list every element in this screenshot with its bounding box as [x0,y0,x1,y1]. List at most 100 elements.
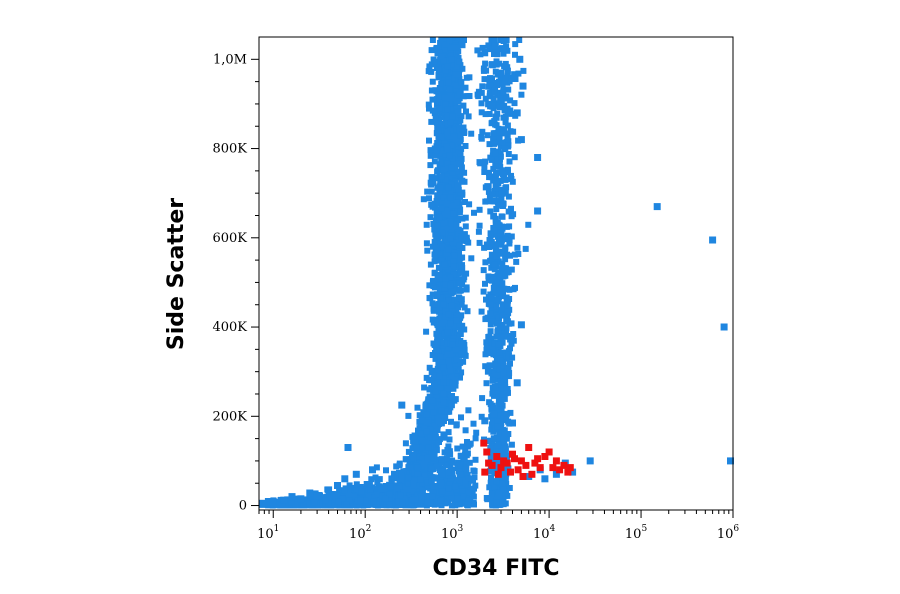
density-point [491,197,498,204]
density-point [512,41,519,48]
density-point [505,308,511,315]
density-point [428,478,435,485]
density-point [447,105,454,112]
density-point [456,155,463,162]
density-point [427,426,434,433]
scatter-point [513,109,521,117]
density-point [449,202,456,209]
scatter-point [497,399,505,407]
density-point [463,234,470,241]
density-point [450,194,457,201]
density-point [379,499,386,506]
density-point [393,463,400,470]
density-point [440,399,447,406]
density-point [427,214,434,221]
scatter-point [398,401,406,409]
density-point [427,152,434,159]
density-point [455,251,462,258]
density-point [510,337,517,344]
density-point [414,404,421,411]
density-point [494,423,501,430]
density-point [490,95,497,102]
density-point [414,492,421,499]
gated-point [511,455,518,463]
density-point [447,82,454,89]
density-point [483,339,490,346]
density-point [495,407,501,414]
density-point [469,489,476,496]
density-point [428,377,435,384]
density-point [492,215,499,222]
density-point [417,476,424,483]
density-point [481,244,488,251]
density-point [433,119,440,126]
density-point [456,280,463,287]
density-point [436,150,443,157]
density-point [501,126,507,133]
density-point [439,395,446,402]
density-point [504,122,511,129]
density-point [495,341,502,348]
density-point [435,195,442,202]
density-point [500,303,506,310]
density-point [400,468,407,475]
density-point [493,499,500,506]
density-point [489,345,496,351]
density-point [437,70,444,77]
density-point [460,493,467,500]
density-point [383,467,389,474]
density-point [444,130,451,137]
x-axis: 101 102 103 104 105 106 [257,510,739,542]
density-point [446,362,453,368]
density-point [497,237,504,244]
density-point [424,455,431,461]
density-point [453,215,460,222]
density-point [448,56,455,63]
density-point [497,163,504,170]
density-point [445,443,452,450]
gated-point [514,466,522,474]
density-point [432,114,439,121]
density-point [490,435,497,442]
density-point [470,477,476,484]
x-tick-label: 101 [257,524,279,542]
density-point [427,147,434,154]
scatter-point [341,475,349,483]
density-point [456,286,463,293]
density-point [300,501,307,508]
density-point [445,297,452,304]
density-point [436,85,443,91]
density-point [345,488,352,495]
scatter-point [288,493,296,501]
density-point [496,134,503,141]
density-point [495,191,502,198]
density-point [495,460,502,467]
density-point [438,294,445,301]
density-point [438,480,445,486]
density-point [437,353,444,360]
density-point [453,199,460,206]
density-point [472,435,479,442]
density-point [497,501,504,508]
density-point [429,96,436,103]
density-point [483,343,490,350]
density-point [422,448,429,455]
density-point [457,83,464,90]
density-point [488,156,495,163]
density-point [429,78,436,85]
density-point [507,409,514,416]
density-point [437,384,444,391]
density-point [485,334,492,340]
density-point [450,262,457,269]
density-point [461,274,468,281]
density-point [476,206,483,213]
density-point [386,491,393,498]
density-point [428,403,435,410]
density-point [444,240,451,247]
density-point [370,498,377,505]
density-point [456,295,463,302]
density-point [487,81,493,87]
density-point [484,198,490,205]
density-point [445,246,452,253]
gated-point [485,459,493,467]
